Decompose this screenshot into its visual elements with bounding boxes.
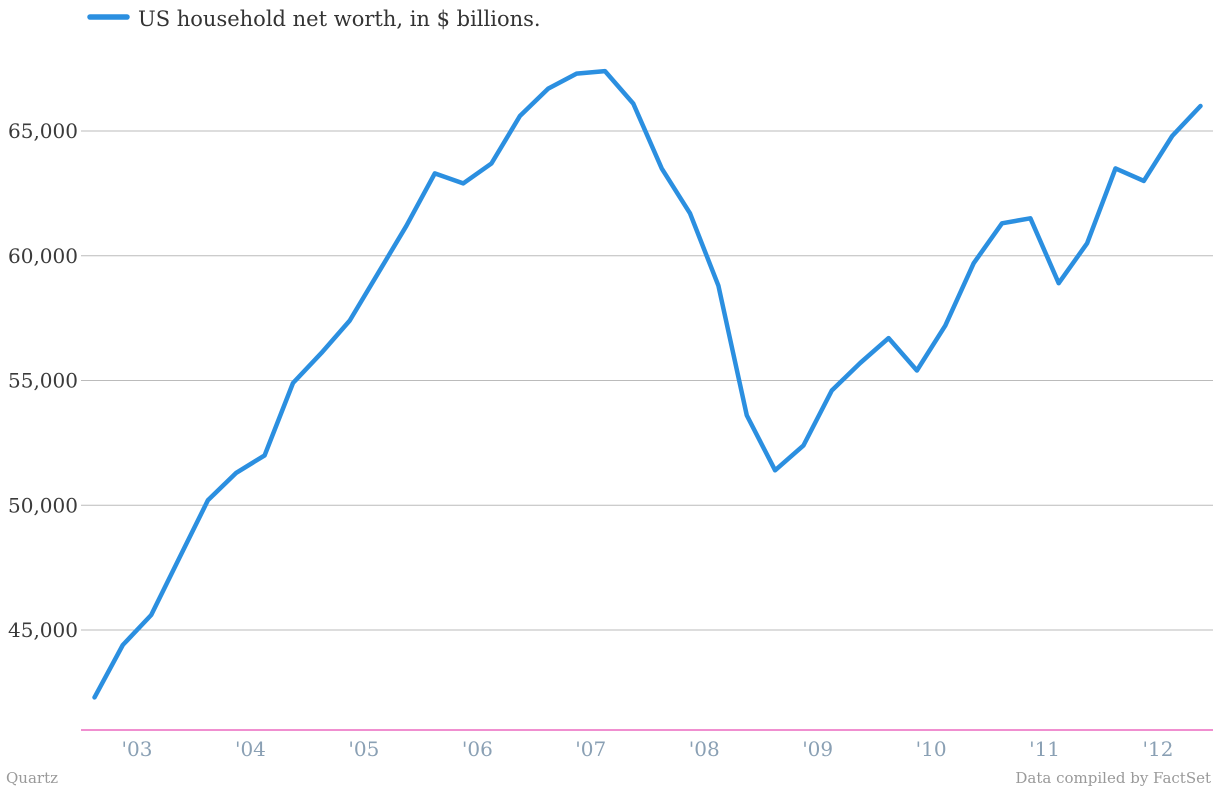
x-tick-label: '11 xyxy=(1029,737,1060,761)
grid-lines xyxy=(81,130,1213,631)
y-axis-tick-labels: 45,000 50,000 55,000 60,000 65,000 xyxy=(8,119,78,642)
legend: US household net worth, in $ billions. xyxy=(87,7,541,31)
series-line xyxy=(92,68,1203,700)
y-tick-label: 55,000 xyxy=(8,369,78,393)
x-tick-label: '12 xyxy=(1143,737,1174,761)
x-tick-label: '04 xyxy=(235,737,266,761)
x-tick-label: '09 xyxy=(802,737,833,761)
x-tick-label: '03 xyxy=(122,737,153,761)
footer-data-credit: Data compiled by FactSet xyxy=(1015,769,1211,787)
x-tick-label: '07 xyxy=(575,737,606,761)
x-tick-label: '08 xyxy=(689,737,720,761)
x-axis-tick-labels: '03 '04 '05 '06 '07 '08 '09 '10 '11 '12 xyxy=(122,737,1174,761)
y-tick-label: 45,000 xyxy=(8,618,78,642)
footer-source-brand: Quartz xyxy=(6,769,58,787)
x-tick-label: '06 xyxy=(462,737,493,761)
y-tick-label: 60,000 xyxy=(8,244,78,268)
x-tick-label: '10 xyxy=(916,737,947,761)
series-layer xyxy=(92,68,1203,700)
x-tick-label: '05 xyxy=(348,737,379,761)
y-tick-label: 50,000 xyxy=(8,493,78,517)
y-tick-label: 65,000 xyxy=(8,119,78,143)
legend-label: US household net worth, in $ billions. xyxy=(138,7,541,31)
